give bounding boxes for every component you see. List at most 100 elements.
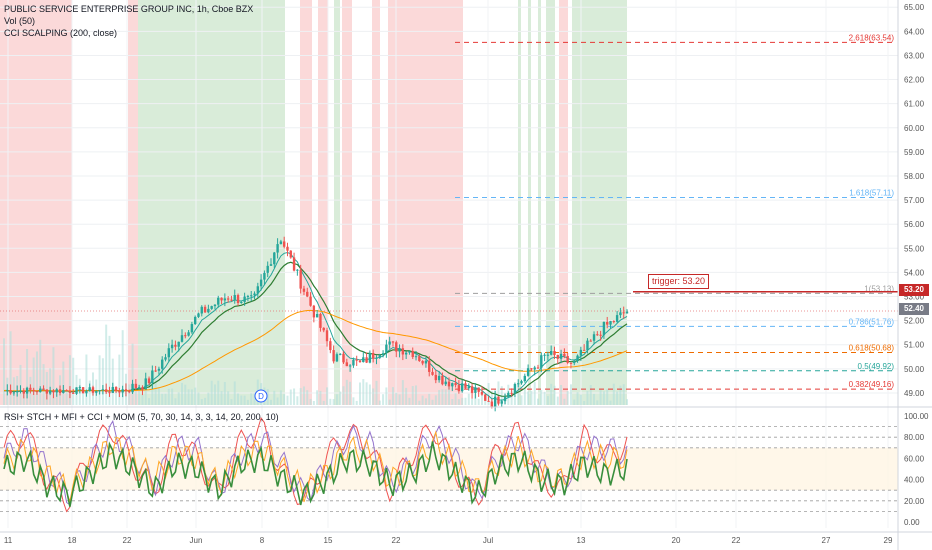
candle-body	[95, 391, 98, 393]
volume-bar	[395, 392, 398, 405]
volume-bar	[359, 382, 361, 405]
candle-body	[546, 354, 550, 356]
candle-body	[365, 357, 368, 363]
volume-bar	[388, 399, 391, 405]
volume-bar	[326, 387, 329, 405]
candle-body	[269, 264, 273, 266]
candle-body	[213, 304, 217, 307]
volume-bar	[35, 351, 38, 405]
candle-body	[599, 334, 602, 336]
volume-bar	[563, 398, 566, 405]
volume-bar	[487, 383, 490, 405]
candle-body	[98, 390, 101, 392]
x-tick-label: 15	[324, 536, 333, 545]
candle-body	[137, 387, 141, 389]
oscillator-line	[3, 441, 628, 507]
candle-body	[507, 392, 510, 398]
bull-band	[546, 0, 555, 405]
volume-bar	[266, 389, 269, 405]
y-tick-label: 58.00	[904, 172, 925, 181]
volume-bar	[213, 384, 216, 405]
fib-level-label: 0.786(51.76)	[849, 317, 895, 326]
volume-legend[interactable]: Vol (50)	[4, 16, 36, 26]
candle-body	[259, 279, 263, 287]
candle-body	[586, 340, 589, 351]
candle-body	[569, 362, 573, 364]
volume-bar	[619, 385, 622, 405]
candle-body	[25, 387, 29, 394]
volume-bar	[537, 398, 539, 405]
volume-bar	[523, 387, 526, 405]
volume-bar	[72, 357, 75, 405]
candle-body	[421, 360, 424, 364]
volume-bar	[626, 399, 628, 405]
volume-bar	[385, 387, 388, 405]
y-tick-label: 54.00	[904, 268, 925, 277]
candle-body	[315, 314, 319, 318]
volume-bar	[85, 354, 88, 405]
volume-bar	[164, 393, 167, 405]
volume-bar	[167, 388, 170, 405]
candle-body	[441, 375, 444, 385]
volume-bar	[171, 388, 174, 405]
volume-bar	[550, 383, 553, 405]
candle-body	[517, 383, 520, 385]
candle-body	[523, 375, 527, 382]
volume-bar	[434, 395, 437, 405]
candle-body	[536, 367, 540, 369]
oscillator-legend[interactable]: RSI+ STCH + MFI + CCI + MOM (5, 70, 30, …	[4, 412, 279, 422]
volume-bar	[378, 400, 381, 405]
candlesticks	[6, 236, 629, 412]
candle-body	[250, 295, 253, 297]
volume-bar	[579, 394, 582, 405]
candle-body	[454, 383, 457, 386]
candle-body	[451, 383, 454, 387]
candle-body	[434, 374, 438, 381]
candle-body	[174, 344, 177, 347]
volume-bar	[26, 349, 29, 405]
candle-body	[464, 383, 467, 389]
fib-level-label: 1.618(57.11)	[849, 188, 894, 197]
candle-body	[411, 350, 414, 358]
osc-y-tick-label: 80.00	[904, 433, 925, 442]
volume-bar	[329, 398, 332, 405]
candle-body	[510, 392, 513, 394]
candle-body	[484, 394, 487, 401]
volume-bar	[490, 390, 493, 405]
volume-bar	[513, 395, 516, 405]
symbol-legend[interactable]: PUBLIC SERVICE ENTERPRISE GROUP INC, 1h,…	[4, 4, 254, 14]
x-tick-label: 13	[577, 536, 586, 545]
candle-body	[197, 313, 200, 317]
volume-bar	[207, 392, 210, 405]
candle-body	[395, 342, 398, 352]
dividend-marker[interactable]: D	[254, 389, 268, 403]
volume-bar	[144, 388, 147, 405]
candle-body	[72, 392, 75, 394]
volume-bar	[230, 399, 233, 405]
candle-body	[246, 296, 250, 298]
candle-body	[19, 390, 22, 392]
volume-bar	[418, 400, 421, 405]
osc-y-tick-label: 100.00	[904, 412, 929, 421]
bull-band	[334, 0, 340, 405]
x-tick-label: 11	[4, 536, 13, 545]
volume-bar	[368, 384, 371, 405]
volume-bar	[128, 384, 131, 405]
candle-body	[253, 293, 256, 296]
candle-body	[609, 321, 612, 325]
volume-bar	[276, 397, 279, 405]
y-tick-label: 56.00	[904, 220, 925, 229]
volume-bar	[573, 399, 576, 405]
bear-band	[0, 0, 72, 405]
volume-bar	[49, 368, 52, 405]
volume-bar	[332, 399, 335, 405]
candle-body	[131, 383, 134, 393]
y-tick-label: 53.00	[904, 293, 925, 302]
volume-bar	[220, 391, 223, 405]
y-tick-label: 52.00	[904, 317, 925, 326]
candle-body	[500, 401, 503, 404]
volume-bar	[421, 395, 424, 405]
cci-legend[interactable]: CCI SCALPING (200, close)	[4, 28, 118, 38]
volume-bar	[556, 396, 559, 405]
candle-body	[306, 291, 309, 297]
